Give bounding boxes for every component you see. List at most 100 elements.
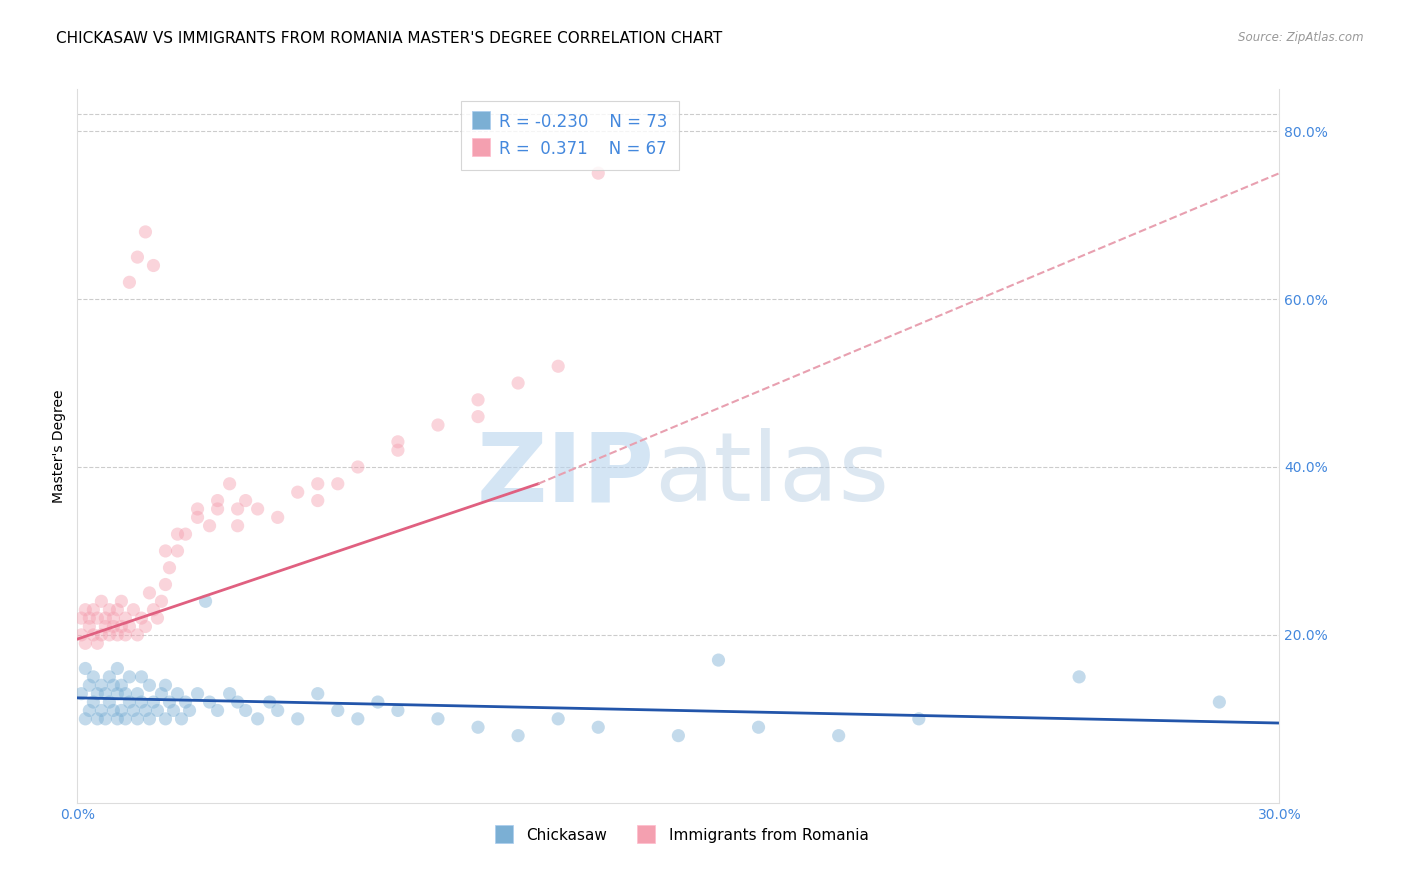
Point (103, 703, 125, 717)
Point (134, 225, 156, 239)
Point (110, 703, 132, 717)
Point (114, 712, 136, 726)
Point (186, 502, 209, 516)
Point (155, 678, 177, 692)
Y-axis label: Master's Degree: Master's Degree (52, 389, 66, 503)
Point (134, 703, 156, 717)
Point (235, 493, 257, 508)
Point (1069, 670, 1091, 684)
Point (246, 712, 269, 726)
Point (82, 628, 104, 642)
Point (110, 678, 132, 692)
Text: ZIP: ZIP (477, 428, 654, 521)
Point (98, 628, 121, 642)
Legend: Chickasaw, Immigrants from Romania: Chickasaw, Immigrants from Romania (482, 822, 875, 848)
Text: Source: ZipAtlas.com: Source: ZipAtlas.com (1239, 31, 1364, 45)
Point (828, 729, 851, 743)
Point (118, 695, 141, 709)
Point (155, 577, 177, 591)
Point (194, 594, 217, 608)
Point (155, 544, 177, 558)
Point (427, 417, 450, 432)
Point (118, 275, 141, 289)
Point (90, 628, 112, 642)
Point (174, 527, 197, 541)
Point (307, 687, 329, 701)
Point (107, 712, 129, 726)
Point (90, 703, 112, 717)
Point (107, 628, 129, 642)
Point (166, 687, 188, 701)
Point (98, 695, 121, 709)
Point (547, 359, 569, 374)
Point (90, 678, 112, 692)
Point (142, 603, 165, 617)
Point (82, 695, 104, 709)
Point (138, 586, 160, 600)
Point (146, 703, 169, 717)
Point (94, 712, 117, 726)
Point (103, 611, 125, 625)
Point (547, 712, 569, 726)
Text: atlas: atlas (654, 428, 890, 521)
Point (110, 619, 132, 633)
Point (179, 703, 201, 717)
Point (138, 712, 160, 726)
Point (186, 510, 209, 524)
Point (226, 695, 249, 709)
Point (79, 619, 101, 633)
Point (166, 544, 188, 558)
Point (267, 703, 290, 717)
Point (159, 695, 181, 709)
Point (162, 703, 184, 717)
Point (94, 611, 117, 625)
Point (508, 376, 530, 390)
Point (235, 703, 257, 717)
Point (86, 611, 108, 625)
Point (307, 476, 329, 491)
Point (82, 603, 104, 617)
Point (79, 703, 101, 717)
Point (259, 695, 281, 709)
Point (207, 493, 229, 508)
Point (75, 661, 97, 675)
Point (86, 687, 108, 701)
Point (118, 619, 141, 633)
Point (70, 687, 93, 701)
Point (138, 678, 160, 692)
Point (908, 712, 931, 726)
Point (174, 695, 197, 709)
Point (287, 485, 309, 500)
Point (226, 518, 249, 533)
Point (186, 687, 209, 701)
Point (207, 703, 229, 717)
Point (98, 670, 121, 684)
Point (707, 653, 730, 667)
Point (82, 670, 104, 684)
Point (588, 166, 610, 180)
Point (75, 603, 97, 617)
Point (166, 527, 188, 541)
Point (267, 510, 290, 524)
Point (98, 603, 121, 617)
Point (198, 518, 221, 533)
Point (748, 720, 770, 734)
Point (107, 661, 129, 675)
Point (387, 443, 409, 458)
Point (75, 712, 97, 726)
Point (142, 695, 165, 709)
Point (122, 603, 145, 617)
Point (207, 502, 229, 516)
Point (122, 703, 145, 717)
Point (127, 712, 149, 726)
Point (146, 611, 169, 625)
Point (114, 687, 136, 701)
Point (307, 493, 329, 508)
Point (347, 712, 370, 726)
Point (110, 594, 132, 608)
Point (103, 678, 125, 692)
Text: CHICKASAW VS IMMIGRANTS FROM ROMANIA MASTER'S DEGREE CORRELATION CHART: CHICKASAW VS IMMIGRANTS FROM ROMANIA MAS… (56, 31, 723, 46)
Point (86, 636, 108, 650)
Point (94, 687, 117, 701)
Point (107, 687, 129, 701)
